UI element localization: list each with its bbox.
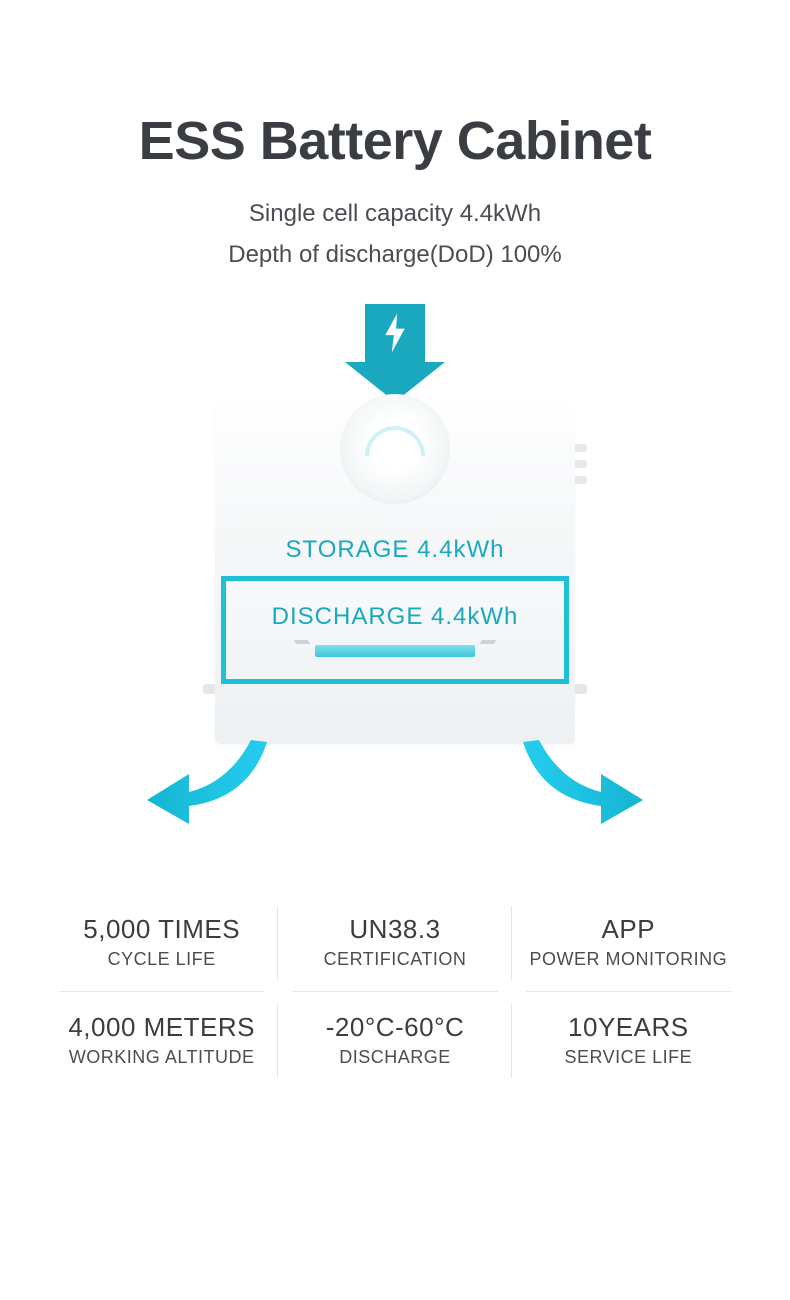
device-port <box>575 476 587 484</box>
spec-value: APP <box>518 914 739 945</box>
spec-value: 10YEARS <box>518 1012 739 1043</box>
battery-device: STORAGE 4.4kWh DISCHARGE 4.4kWh <box>215 404 575 744</box>
spec-label: CERTIFICATION <box>284 949 505 970</box>
battery-diagram: STORAGE 4.4kWh DISCHARGE 4.4kWh <box>155 304 635 844</box>
spec-value: UN38.3 <box>284 914 505 945</box>
subtitle-line-2: Depth of discharge(DoD) 100% <box>228 235 562 276</box>
output-arrow-left <box>141 734 281 824</box>
spec-cell: APP POWER MONITORING <box>512 894 745 992</box>
page-subtitle: Single cell capacity 4.4kWh Depth of dis… <box>228 194 562 276</box>
discharge-box: DISCHARGE 4.4kWh <box>221 576 569 684</box>
spec-cell: 10YEARS SERVICE LIFE <box>512 992 745 1090</box>
spec-value: 4,000 METERS <box>51 1012 272 1043</box>
spec-label: WORKING ALTITUDE <box>51 1047 272 1068</box>
spec-label: POWER MONITORING <box>518 949 739 970</box>
page-title: ESS Battery Cabinet <box>139 110 652 172</box>
spec-label: DISCHARGE <box>284 1047 505 1068</box>
device-port <box>203 684 215 694</box>
specs-grid: 5,000 TIMES CYCLE LIFE UN38.3 CERTIFICAT… <box>45 894 745 1090</box>
device-port <box>575 684 587 694</box>
spec-label: CYCLE LIFE <box>51 949 272 970</box>
device-slot <box>315 645 475 657</box>
spec-cell: -20°C-60°C DISCHARGE <box>278 992 511 1090</box>
storage-label: STORAGE 4.4kWh <box>215 536 575 564</box>
input-arrow-body <box>365 304 425 362</box>
discharge-label: DISCHARGE 4.4kWh <box>272 603 519 631</box>
lightning-bolt-icon <box>382 313 408 353</box>
output-arrow-right <box>509 734 649 824</box>
spec-cell: UN38.3 CERTIFICATION <box>278 894 511 992</box>
spec-value: 5,000 TIMES <box>51 914 272 945</box>
page: ESS Battery Cabinet Single cell capacity… <box>0 0 790 1300</box>
spec-cell: 4,000 METERS WORKING ALTITUDE <box>45 992 278 1090</box>
spec-label: SERVICE LIFE <box>518 1047 739 1068</box>
subtitle-line-1: Single cell capacity 4.4kWh <box>228 194 562 235</box>
spec-cell: 5,000 TIMES CYCLE LIFE <box>45 894 278 992</box>
spec-value: -20°C-60°C <box>284 1012 505 1043</box>
